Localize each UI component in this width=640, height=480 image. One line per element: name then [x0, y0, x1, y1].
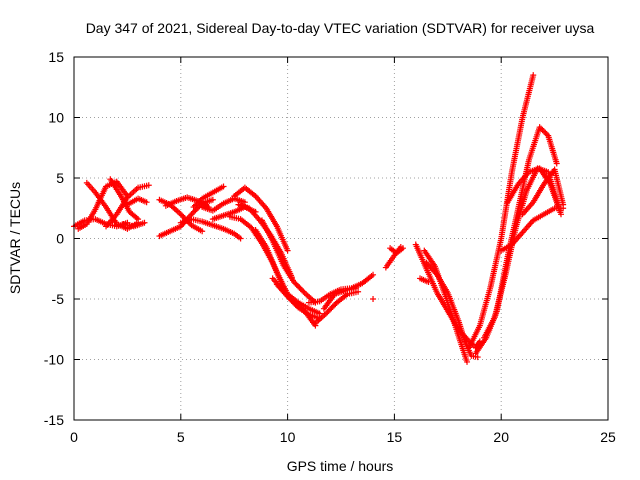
series-track-05: [107, 176, 142, 223]
data-point: [352, 285, 359, 292]
series-track-36: [504, 165, 565, 218]
y-tick-label: 0: [56, 231, 64, 247]
data-point: [327, 306, 334, 313]
data-point: [291, 300, 298, 307]
series-track-06: [124, 195, 150, 208]
data-point: [293, 303, 300, 310]
data-point: [530, 72, 537, 79]
data-point: [295, 283, 302, 290]
series-track-28: [412, 241, 483, 351]
series-track-31: [421, 247, 471, 365]
data-point: [143, 199, 150, 206]
data-point: [325, 307, 332, 314]
series-track-10: [162, 194, 212, 211]
data-point: [296, 284, 303, 291]
series-track-32: [466, 72, 537, 351]
series-track-19: [258, 217, 319, 306]
data-point: [284, 247, 291, 254]
data-point: [299, 287, 306, 294]
data-point: [323, 310, 330, 317]
data-point: [425, 279, 432, 286]
data-point: [293, 281, 300, 288]
data-point: [399, 245, 406, 252]
axis-ticks: 0 5 10 15 20 25 -15 -10 -5 0 5 10 15: [44, 49, 616, 445]
series-track-23: [312, 288, 362, 327]
series-track-11: [177, 216, 244, 242]
y-axis-label: SDTVAR / TECUs: [7, 182, 23, 294]
y-tick-label: -5: [52, 291, 65, 307]
data-point: [297, 285, 304, 292]
series-track-25: [370, 296, 377, 302]
grid-lines: [74, 57, 608, 420]
series-track-30: [417, 275, 432, 286]
plot-frame: [73, 56, 609, 421]
data-point: [141, 219, 148, 226]
data-point: [558, 211, 565, 218]
data-points: [71, 72, 567, 365]
y-tick-label: 5: [56, 170, 64, 186]
data-point: [331, 302, 338, 309]
data-point: [300, 288, 307, 295]
data-point: [288, 297, 295, 304]
data-point: [328, 305, 335, 312]
y-tick-label: 15: [48, 49, 64, 65]
data-point: [199, 228, 206, 235]
x-tick-label: 20: [493, 429, 509, 445]
series-track-24: [320, 285, 359, 312]
series-track-37: [519, 166, 567, 218]
x-tick-label: 15: [387, 429, 403, 445]
data-point: [237, 235, 244, 242]
series-track-15: [231, 184, 291, 254]
data-point: [370, 296, 377, 302]
data-point: [329, 303, 336, 310]
series-track-12: [190, 183, 227, 211]
x-tick-label: 25: [600, 429, 616, 445]
data-point: [560, 201, 567, 208]
data-point: [189, 209, 196, 216]
data-point: [209, 196, 216, 203]
series-track-27: [387, 245, 406, 257]
data-point: [464, 358, 471, 365]
data-point: [370, 271, 377, 278]
data-point: [135, 216, 142, 223]
data-point: [355, 288, 362, 295]
data-point: [177, 211, 184, 218]
x-axis-label: GPS time / hours: [287, 458, 394, 474]
data-point: [292, 301, 299, 308]
series-track-02: [75, 178, 131, 232]
series-track-18: [252, 227, 323, 317]
y-tick-label: 10: [48, 110, 64, 126]
x-tick-label: 5: [177, 429, 185, 445]
x-tick-label: 0: [70, 429, 78, 445]
data-point: [292, 280, 299, 287]
chart-title: Day 347 of 2021, Sidereal Day-to-day VTE…: [86, 20, 595, 36]
data-point: [285, 294, 292, 301]
data-point: [145, 182, 152, 189]
x-tick-label: 10: [280, 429, 296, 445]
data-point: [284, 293, 291, 300]
series-track-35: [498, 205, 567, 254]
data-point: [553, 160, 560, 167]
data-point: [220, 183, 227, 190]
data-point: [539, 127, 546, 134]
y-tick-label: -15: [44, 412, 64, 428]
series-track-22: [305, 271, 377, 306]
data-point: [324, 309, 331, 316]
series-track-07: [120, 219, 148, 230]
data-point: [179, 212, 186, 219]
series-track-21: [273, 281, 323, 322]
data-point: [542, 129, 549, 136]
data-point: [289, 299, 296, 306]
y-tick-label: -10: [44, 352, 64, 368]
data-point: [287, 296, 294, 303]
data-point: [291, 279, 298, 286]
data-point: [180, 214, 187, 221]
data-point: [474, 354, 481, 361]
